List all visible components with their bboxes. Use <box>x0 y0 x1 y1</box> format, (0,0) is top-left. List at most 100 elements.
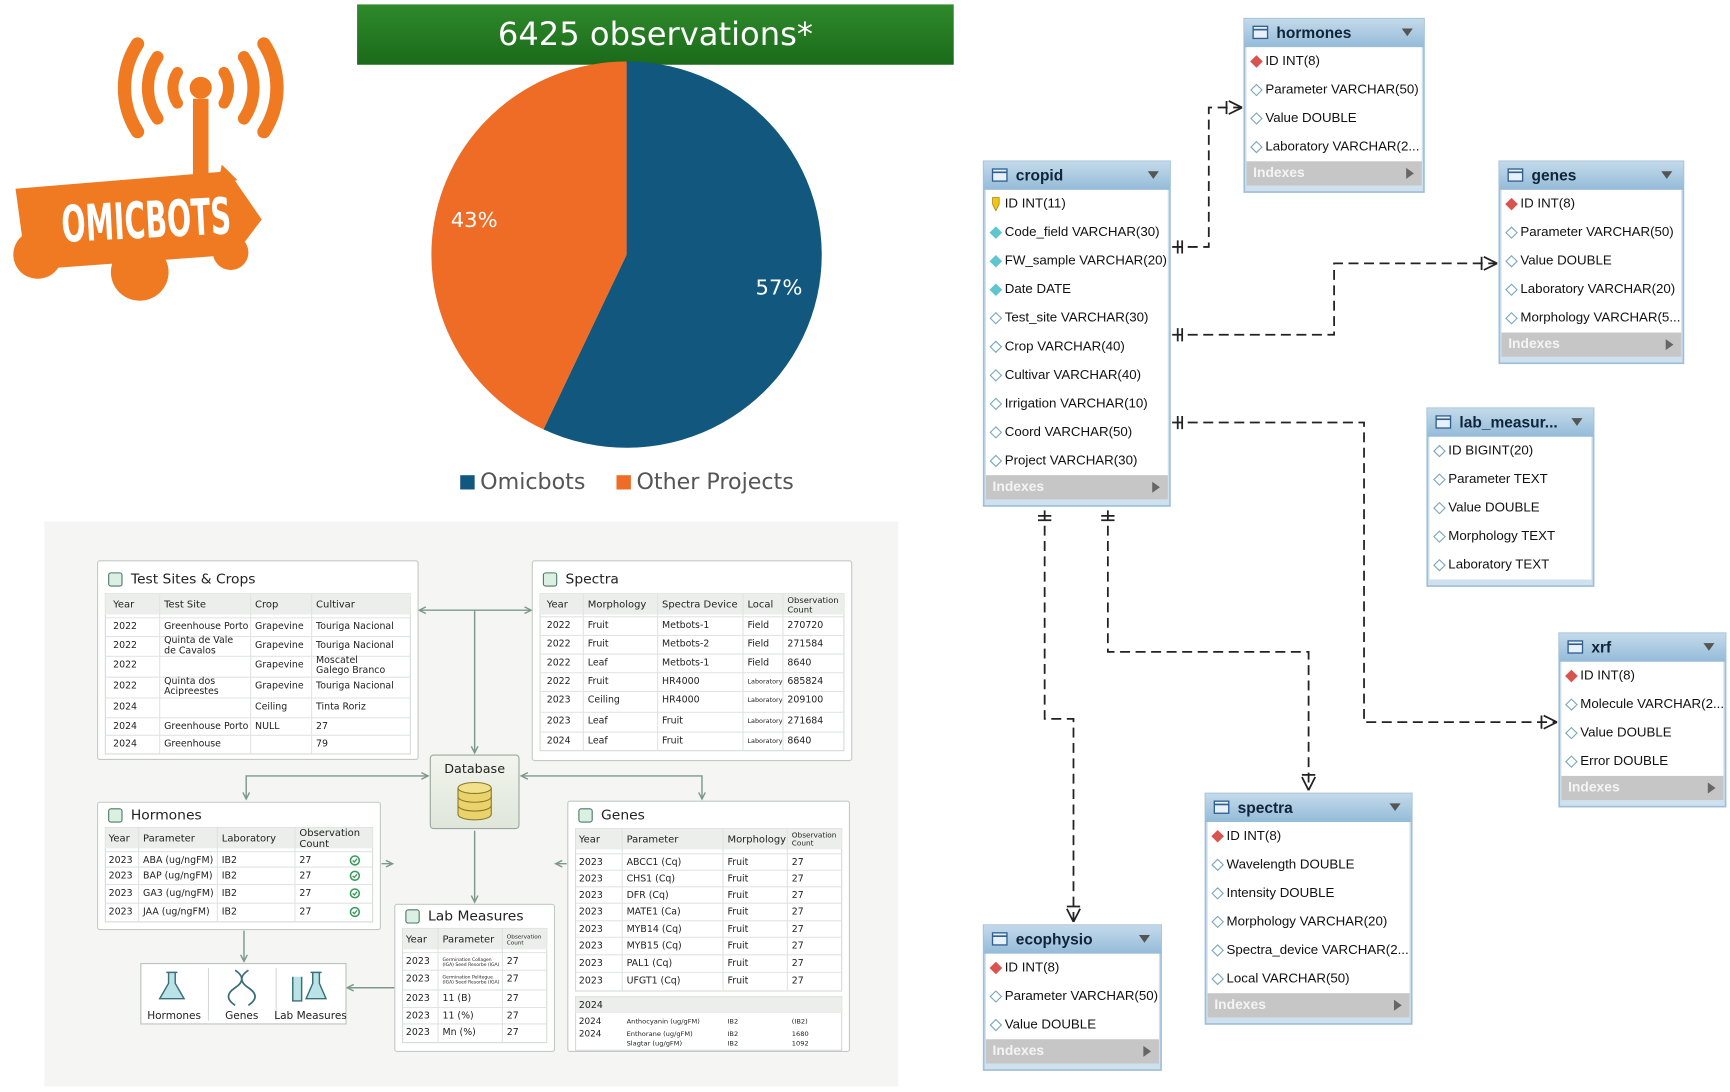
er-table: cropid ID INT(11) Code_field VARCHAR(30) FW… <box>982 160 1171 507</box>
column-header: Morphology <box>727 835 786 846</box>
column-header: Observation Count <box>507 934 542 946</box>
field: Code_field VARCHAR(30) <box>1005 224 1160 239</box>
subtable-cell: Enthorane (ug/gFM) <box>627 1030 694 1038</box>
er-table: genes ID INT(8) Parameter VARCHAR(50) Value… <box>1498 160 1685 365</box>
cell: Leaf <box>588 716 609 727</box>
table-head <box>575 828 842 850</box>
dropdown <box>1401 28 1413 37</box>
cell: Touriga Nacional <box>315 640 394 651</box>
field: Parameter VARCHAR(50) <box>1005 988 1158 1003</box>
field: ID INT(11) <box>1005 196 1066 211</box>
cell: Laboratory <box>747 678 782 686</box>
logo: OMICBOTS <box>13 37 284 301</box>
field-icon <box>989 312 1003 325</box>
check-icon <box>349 906 361 918</box>
field-icon <box>989 397 1003 411</box>
cell: ABCC1 (Cq) <box>627 857 682 868</box>
cell: 27 <box>507 1027 519 1038</box>
cell: 2022 <box>547 657 571 668</box>
panel: Genes Year Parameter Morphology Observation C… <box>567 800 851 1052</box>
dropdown <box>1703 643 1715 651</box>
cell: Fruit <box>727 890 748 901</box>
cell: 27 <box>299 907 311 918</box>
field: Test_site VARCHAR(30) <box>1005 310 1149 325</box>
cell: 79 <box>316 739 328 750</box>
field-icon <box>1211 887 1224 900</box>
table-body <box>1561 661 1724 776</box>
er-table: xrf ID INT(8) Molecule VARCHAR(2... Value D… <box>1558 632 1727 808</box>
field-icon <box>1565 698 1578 711</box>
field: Laboratory VARCHAR(20) <box>1520 281 1675 296</box>
table-name: cropid <box>1016 168 1063 185</box>
cell: 27 <box>792 907 804 918</box>
field-icon <box>1250 140 1263 154</box>
cell: 27 <box>792 874 804 885</box>
table-head <box>540 593 844 615</box>
column-header: Morphology <box>588 600 647 611</box>
table-name: ecophysio <box>1016 932 1093 949</box>
cell: Quinta dos Acipreestes <box>164 675 219 696</box>
table-icon <box>1213 800 1230 814</box>
footer-label: Indexes <box>1214 997 1266 1012</box>
table-icon <box>1567 640 1584 654</box>
field-icon <box>1433 473 1446 486</box>
cell: Touriga Nacional <box>315 621 394 632</box>
cell: Germination Pelitegue (IGA) Seed Resorbe … <box>442 974 499 985</box>
field: Cultivar VARCHAR(40) <box>1005 367 1141 382</box>
cell: Laboratory <box>747 696 782 704</box>
table-name: genes <box>1531 168 1576 185</box>
cell: Fruit <box>588 676 609 687</box>
cell: 2023 <box>579 907 603 918</box>
subtable-cell: Slagtar (ug/gFM) <box>627 1040 683 1048</box>
field-icon <box>1211 972 1224 986</box>
subtable-cell: (IB2) <box>792 1018 808 1026</box>
cell: 27 <box>792 958 804 969</box>
cell: 11 (%) <box>442 1011 473 1022</box>
column-header: Laboratory <box>222 834 276 845</box>
cell: Leaf <box>588 657 609 668</box>
subtable-cell: IB2 <box>727 1018 738 1026</box>
field-icon <box>1211 858 1224 872</box>
er-table: lab_measur... ID BIGINT(20) Parameter TEXT… <box>1426 407 1595 587</box>
field: Parameter TEXT <box>1448 471 1547 486</box>
field-icon <box>1433 530 1446 543</box>
footer-label: Indexes <box>1508 336 1560 351</box>
er-table: spectra ID INT(8) Wavelength DOUBLE Intensi… <box>1204 792 1413 1025</box>
field-icon <box>1433 558 1446 572</box>
cell: 2024 <box>547 735 571 746</box>
cell: 2023 <box>406 993 430 1004</box>
cell: 27 <box>507 993 519 1004</box>
panel-title: Genes <box>601 807 645 823</box>
subtable-cell: 1680 <box>792 1030 809 1038</box>
field-icon <box>989 226 1003 239</box>
field-icon <box>989 340 1003 354</box>
cell: Laboratory <box>747 717 782 725</box>
field-icon <box>1433 444 1446 458</box>
cell: 27 <box>507 956 519 967</box>
field-icon <box>989 990 1003 1003</box>
legend-label: Omicbots <box>480 470 585 495</box>
cell: Fruit <box>727 958 748 969</box>
field: Intensity DOUBLE <box>1227 885 1335 900</box>
cell: Moscatel Galego Branco <box>316 654 385 675</box>
cell: BAP (ug/ngFM) <box>143 870 212 881</box>
cell: 27 <box>507 973 519 984</box>
subtable-cell: IB2 <box>727 1040 738 1048</box>
field-icon <box>1565 669 1578 683</box>
cell: 2024 <box>113 721 137 732</box>
cell: Laboratory <box>747 737 782 745</box>
cell: 2023 <box>406 1027 430 1038</box>
column-header: Year <box>578 835 601 846</box>
cell: Fruit <box>727 857 748 868</box>
cell: 2022 <box>547 676 571 687</box>
cell: 685824 <box>787 676 823 687</box>
cell: NULL <box>255 721 280 732</box>
column-header: Crop <box>255 600 278 611</box>
field: Local VARCHAR(50) <box>1227 971 1350 986</box>
dropdown <box>1571 418 1583 426</box>
table-header <box>1559 633 1726 662</box>
panel: Spectra Year Morphology Spectra Device Local… <box>531 560 853 762</box>
cell: 27 <box>792 941 804 952</box>
field-icon <box>1433 501 1446 515</box>
